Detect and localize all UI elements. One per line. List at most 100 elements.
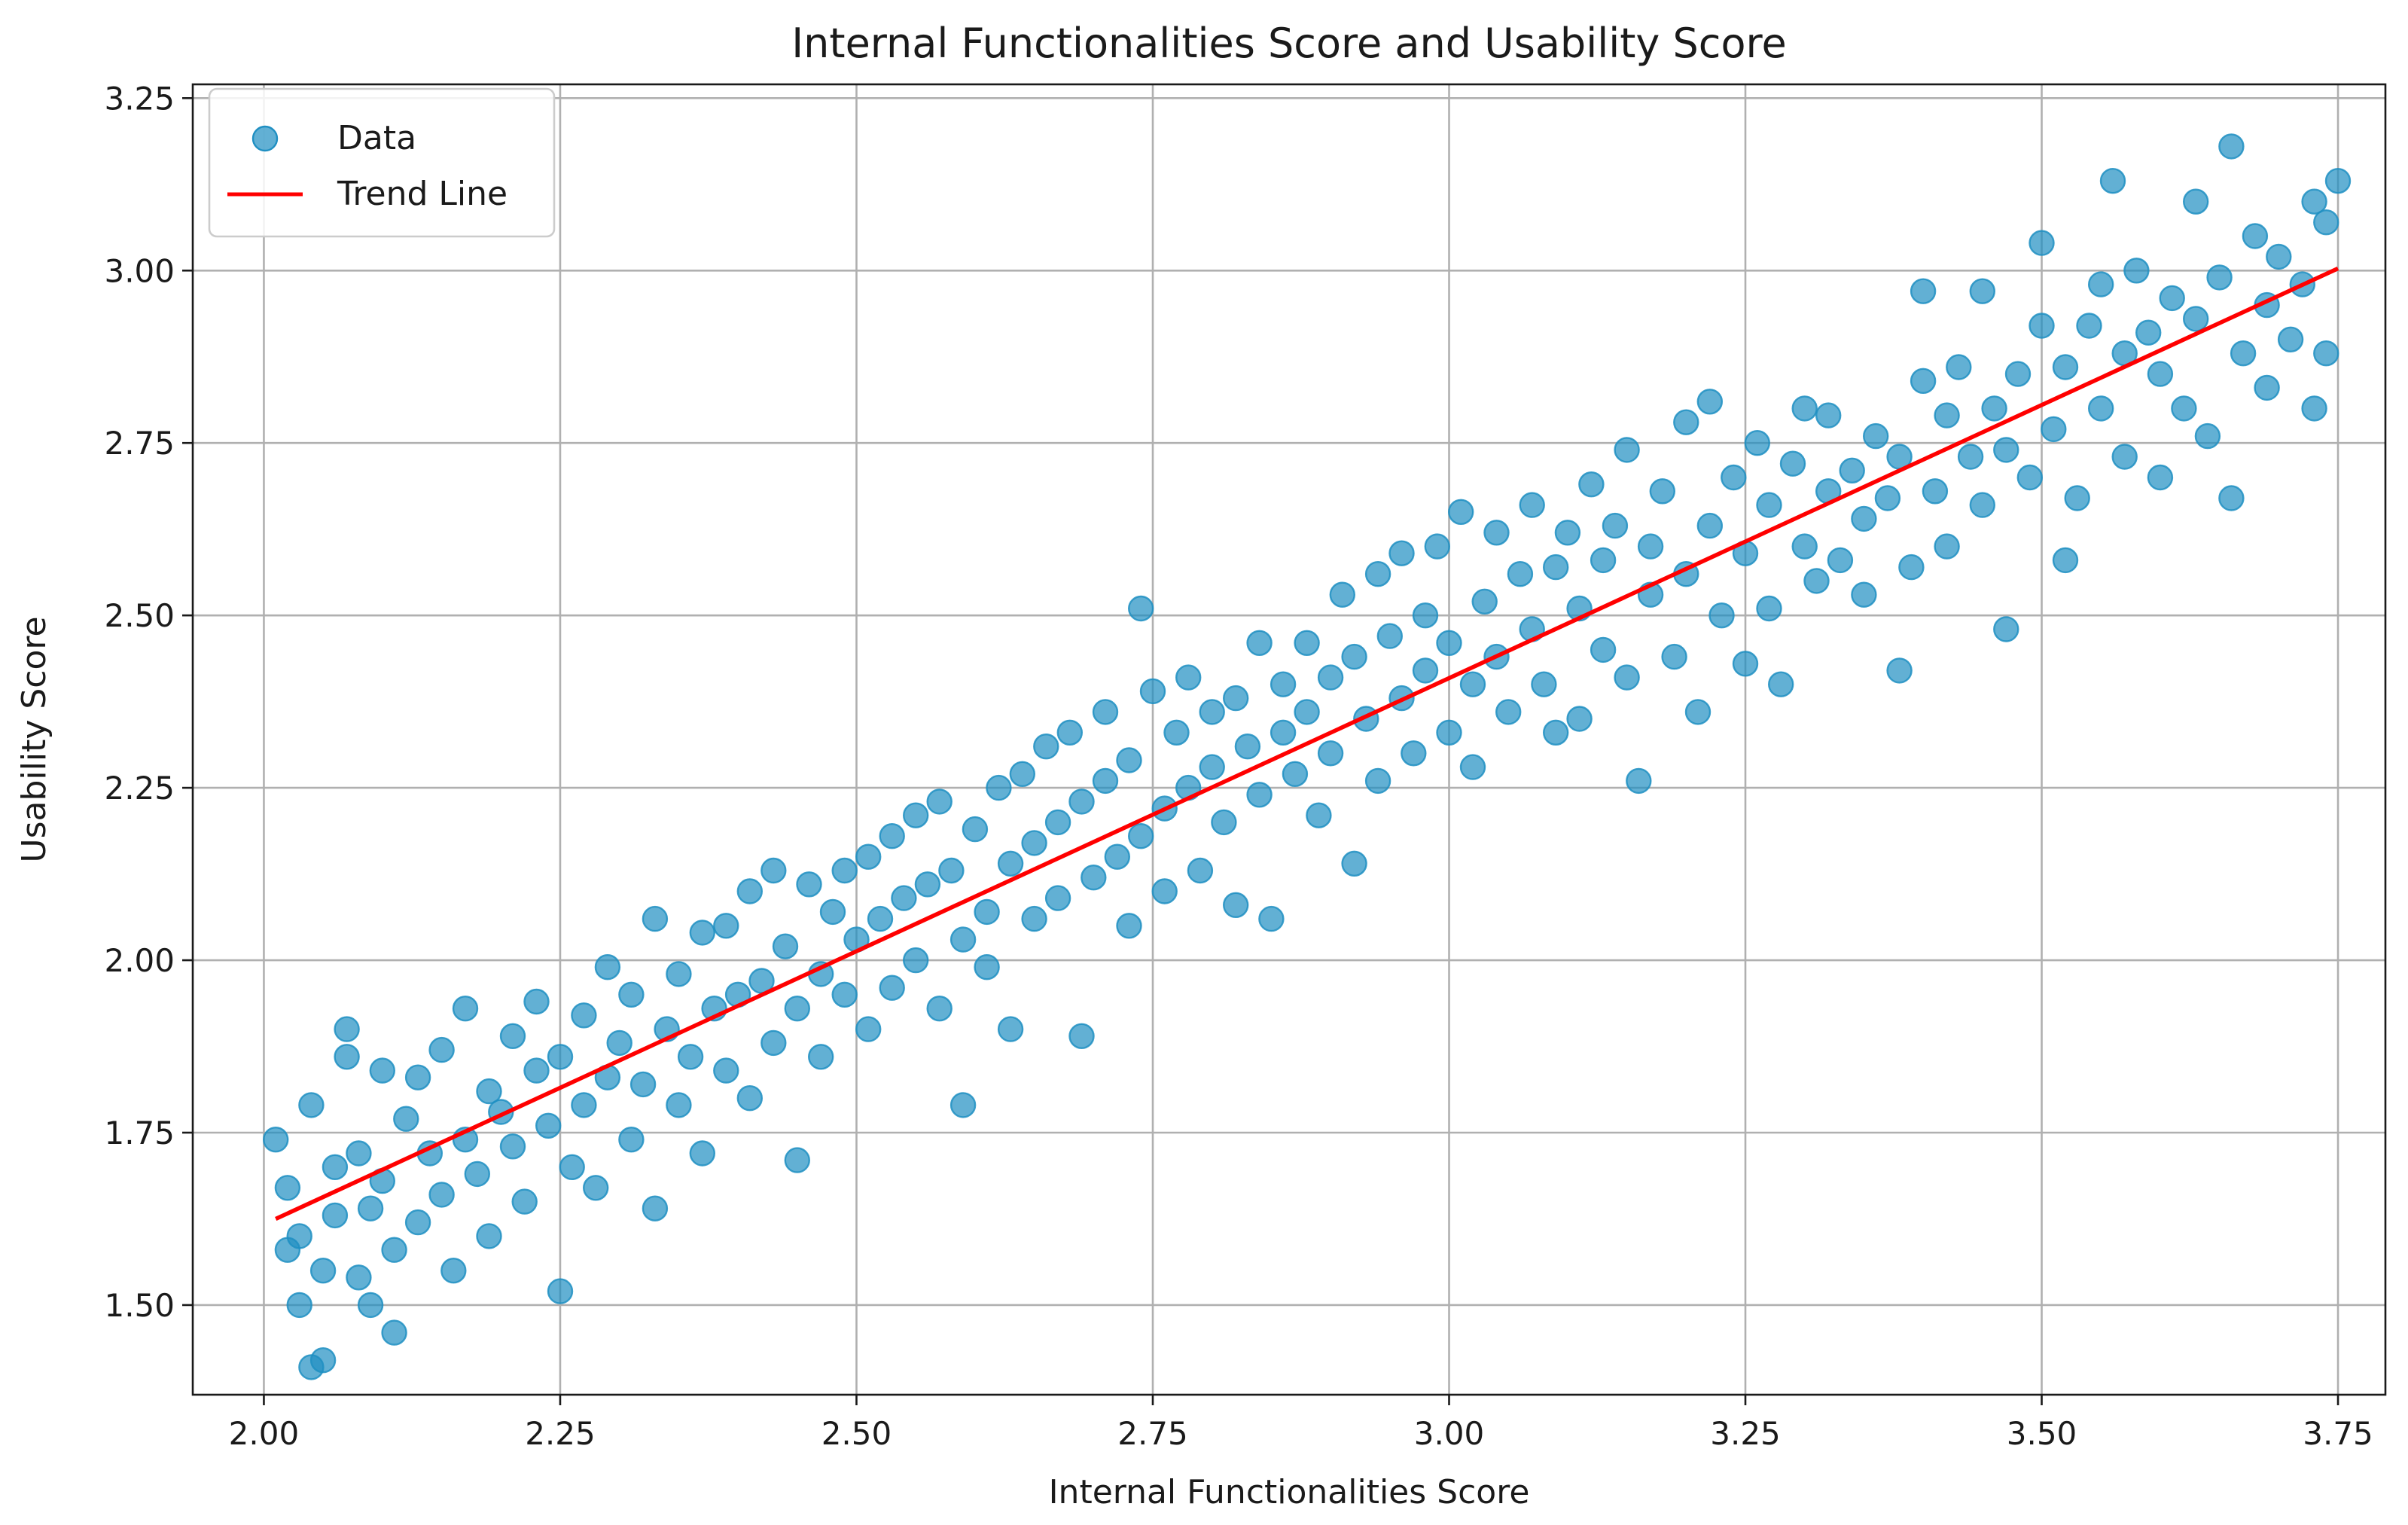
data-point [689, 920, 715, 946]
data-point [1791, 533, 1818, 560]
data-point [1044, 809, 1071, 836]
data-point [1116, 747, 1142, 773]
data-point [2242, 223, 2269, 249]
data-point [476, 1078, 502, 1105]
data-point [1424, 533, 1451, 560]
data-point [523, 988, 550, 1015]
data-point [1851, 505, 1877, 532]
data-point [1590, 636, 1617, 663]
data-point [1637, 533, 1664, 560]
data-point [499, 1023, 526, 1050]
data-point [831, 857, 858, 884]
data-point [2076, 313, 2102, 339]
data-point [440, 1257, 467, 1284]
data-point [1116, 913, 1142, 939]
data-point [855, 843, 882, 870]
legend-trend-label: Trend Line [337, 175, 508, 213]
data-point [2111, 444, 2138, 470]
data-point [2029, 313, 2055, 339]
data-point [666, 1092, 692, 1118]
data-point [2052, 547, 2079, 574]
data-point [629, 1071, 657, 1098]
data-point [298, 1092, 325, 1118]
data-point [2313, 340, 2339, 367]
data-point [1993, 437, 2019, 463]
data-point [879, 822, 905, 849]
data-point [2029, 230, 2055, 256]
y-tick-label: 1.50 [104, 1287, 175, 1324]
data-point [761, 857, 787, 884]
data-point [594, 953, 621, 981]
x-tick-label: 2.25 [525, 1415, 596, 1452]
data-point [1436, 719, 1462, 746]
data-point [1708, 602, 1735, 629]
data-point [926, 995, 953, 1022]
data-point [1981, 395, 2007, 422]
data-point [914, 871, 941, 898]
data-point [891, 885, 917, 911]
data-point [867, 905, 894, 932]
data-point [938, 857, 965, 884]
x-tick-label: 3.00 [1414, 1415, 1485, 1452]
data-point [713, 1057, 739, 1084]
data-point [1364, 561, 1391, 587]
data-point [784, 995, 811, 1022]
data-point [1068, 1023, 1095, 1050]
data-point [2171, 395, 2197, 422]
data-point [1234, 734, 1261, 760]
data-point [819, 898, 846, 926]
data-point [1744, 430, 1771, 456]
data-point [1187, 857, 1214, 884]
data-point [831, 981, 858, 1008]
data-point [309, 1347, 337, 1374]
data-point [2064, 485, 2090, 511]
x-axis-ticks: 2.00 2.25 2.50 2.75 3.00 3.25 3.50 3.75 [229, 1395, 2373, 1452]
x-tick-label: 2.00 [229, 1415, 300, 1452]
data-point [1483, 520, 1510, 546]
data-point [322, 1202, 349, 1229]
chart-title: Internal Functionalities Score and Usabi… [791, 20, 1787, 67]
data-point [2087, 395, 2114, 422]
data-point [428, 1036, 455, 1063]
data-point [1874, 485, 1901, 511]
data-point [1531, 671, 1557, 697]
data-point [1199, 754, 1225, 780]
data-point [1056, 719, 1084, 746]
data-point [547, 1044, 574, 1070]
data-point [1922, 478, 1949, 505]
y-tick-label: 1.75 [104, 1115, 175, 1151]
x-tick-label: 3.50 [2007, 1415, 2077, 1452]
data-point [1282, 761, 1309, 788]
data-point [535, 1112, 562, 1139]
data-point [1081, 864, 1107, 891]
data-point [1910, 278, 1937, 304]
y-tick-label: 3.25 [104, 80, 175, 117]
data-point [1756, 492, 1782, 518]
data-point [713, 913, 739, 939]
data-point [689, 1140, 715, 1167]
data-point [796, 871, 822, 898]
data-point [499, 1133, 526, 1160]
data-point [322, 1154, 349, 1181]
data-point [428, 1182, 455, 1208]
data-point [642, 905, 669, 932]
data-point [1767, 671, 1794, 697]
data-point [404, 1064, 431, 1090]
data-point [1044, 885, 1071, 911]
data-point [1412, 602, 1439, 629]
data-point [1317, 740, 1344, 767]
data-point [547, 1278, 574, 1304]
data-point [1270, 671, 1297, 697]
data-point [1898, 554, 1925, 581]
data-point [1542, 719, 1569, 746]
data-point [1376, 623, 1404, 649]
data-point [1317, 664, 1344, 691]
data-point [393, 1106, 419, 1132]
data-point [1329, 581, 1356, 608]
y-axis-ticks: 1.50 1.75 2.00 2.25 2.50 2.75 3.00 3.25 [104, 80, 193, 1324]
x-tick-label: 3.25 [1710, 1415, 1781, 1452]
data-point [2052, 354, 2079, 380]
data-point [1946, 354, 1972, 380]
data-point [1447, 499, 1474, 525]
data-point [464, 1161, 490, 1188]
